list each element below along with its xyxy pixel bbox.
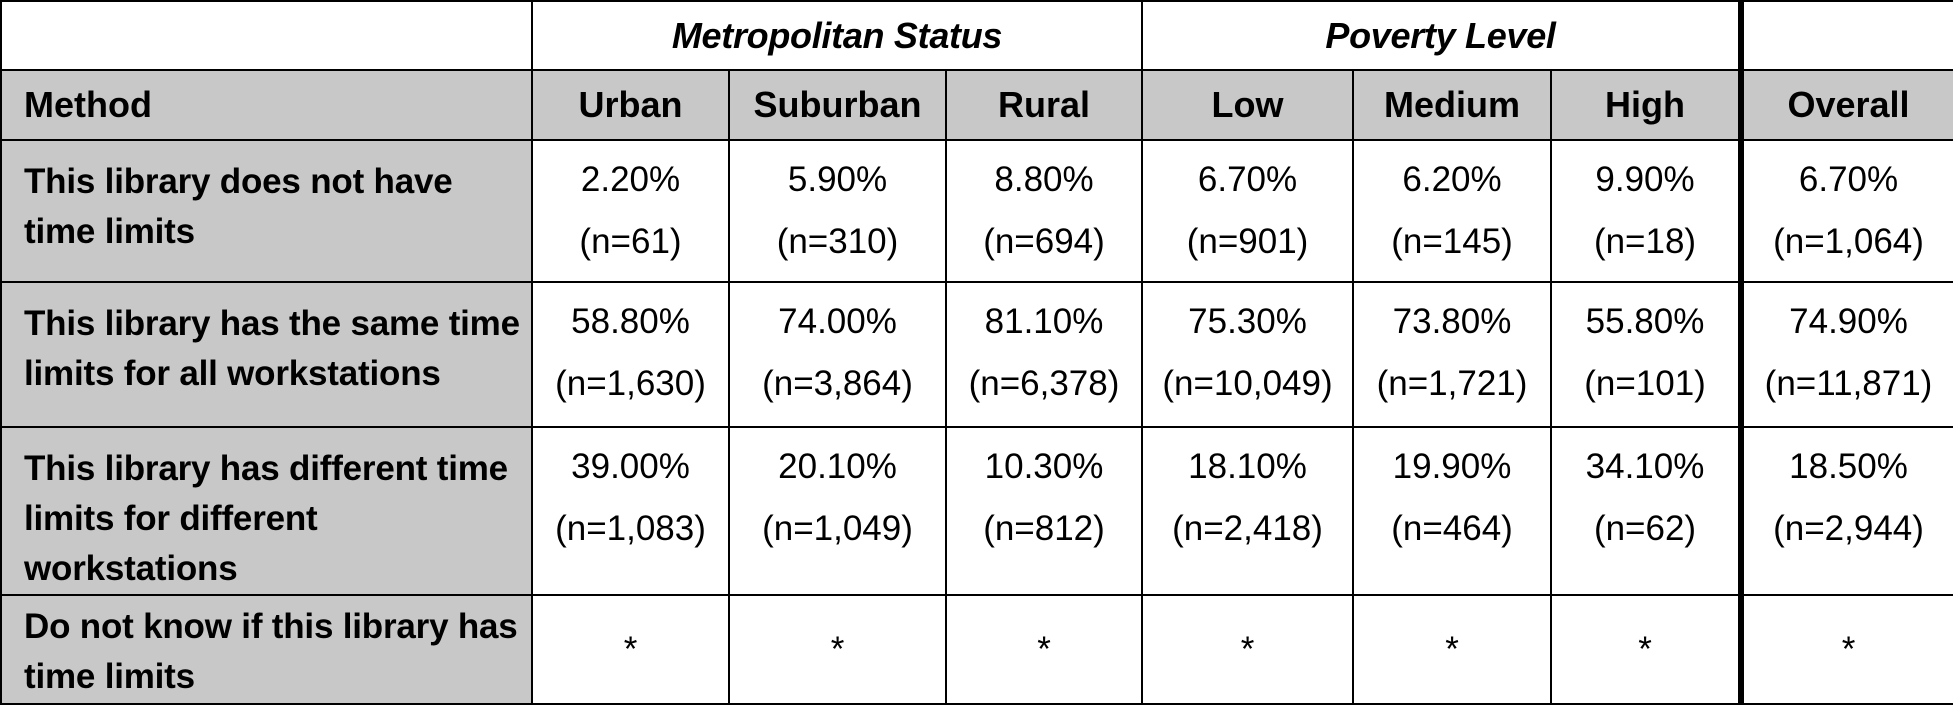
data-cell-overall: 18.50% (n=2,944) xyxy=(1738,426,1953,596)
percent-value: 34.10% xyxy=(1585,447,1705,486)
data-cell: * xyxy=(728,594,947,705)
percent-value: 74.00% xyxy=(778,302,897,341)
column-header-high: High xyxy=(1550,69,1743,141)
data-cell: 19.90% (n=464) xyxy=(1352,426,1553,596)
data-cell: 2.20% (n=61) xyxy=(531,139,730,283)
empty-corner-cell xyxy=(0,0,533,71)
row-label: This library has the same time limits fo… xyxy=(0,281,533,428)
column-header-method: Method xyxy=(0,69,533,141)
data-cell: 58.80% (n=1,630) xyxy=(531,281,730,428)
percent-value: 9.90% xyxy=(1595,160,1695,199)
row-label: This library does not have time limits xyxy=(0,139,533,283)
percent-value: 6.70% xyxy=(1798,160,1899,199)
percent-value: 10.30% xyxy=(984,447,1104,486)
data-cell: 18.10% (n=2,418) xyxy=(1141,426,1355,596)
percent-value: 19.90% xyxy=(1392,447,1512,486)
data-cell: 81.10% (n=6,378) xyxy=(944,281,1144,428)
sample-size: (n=812) xyxy=(983,509,1105,548)
percent-value: 2.20% xyxy=(580,160,681,199)
empty-overall-group-cell xyxy=(1738,0,1953,71)
group-header-poverty-level: Poverty Level xyxy=(1141,0,1743,71)
percent-value: 81.10% xyxy=(984,302,1104,341)
data-cell: 5.90% (n=310) xyxy=(728,139,947,283)
percent-value: 18.10% xyxy=(1188,447,1307,486)
data-cell: 55.80% (n=101) xyxy=(1550,281,1743,428)
table-row: Do not know if this library has time lim… xyxy=(0,594,1953,705)
sample-size: (n=2,944) xyxy=(1773,509,1924,548)
data-cell: 73.80% (n=1,721) xyxy=(1352,281,1553,428)
column-header-rural: Rural xyxy=(944,69,1144,141)
sample-size: (n=1,721) xyxy=(1376,364,1528,403)
data-cell: * xyxy=(531,594,730,705)
column-header-urban: Urban xyxy=(531,69,730,141)
row-label: This library has different time limits f… xyxy=(0,426,533,596)
data-cell: 39.00% (n=1,083) xyxy=(531,426,730,596)
percent-value: 6.70% xyxy=(1197,160,1298,199)
sample-size: (n=1,083) xyxy=(555,509,706,548)
data-cell: 74.00% (n=3,864) xyxy=(728,281,947,428)
data-cell-overall: 6.70% (n=1,064) xyxy=(1738,139,1953,283)
data-cell: 6.20% (n=145) xyxy=(1352,139,1553,283)
sample-size: (n=3,864) xyxy=(762,364,913,403)
percent-value: 73.80% xyxy=(1392,302,1512,341)
data-cell: 8.80% (n=694) xyxy=(944,139,1144,283)
data-cell: * xyxy=(944,594,1144,705)
sample-size: (n=901) xyxy=(1186,222,1309,261)
sample-size: (n=10,049) xyxy=(1162,364,1333,403)
table-row: This library does not have time limits 2… xyxy=(0,139,1953,283)
data-cell: * xyxy=(1352,594,1553,705)
data-cell-overall: 74.90% (n=11,871) xyxy=(1738,281,1953,428)
sample-size: (n=464) xyxy=(1391,509,1513,548)
data-cell: 75.30% (n=10,049) xyxy=(1141,281,1355,428)
sample-size: (n=694) xyxy=(983,222,1105,261)
column-header-overall: Overall xyxy=(1738,69,1953,141)
data-cell: 34.10% (n=62) xyxy=(1550,426,1743,596)
percent-value: 5.90% xyxy=(787,160,888,199)
percent-value: 58.80% xyxy=(571,302,690,341)
percent-value: 6.20% xyxy=(1402,160,1502,199)
data-cell: 6.70% (n=901) xyxy=(1141,139,1355,283)
column-header-row: Method Urban Suburban Rural Low Medium H… xyxy=(0,69,1953,141)
sample-size: (n=310) xyxy=(776,222,899,261)
percent-value: 74.90% xyxy=(1789,302,1908,341)
group-header-metropolitan-status: Metropolitan Status xyxy=(530,0,1144,71)
percent-value: 8.80% xyxy=(994,160,1094,199)
sample-size: (n=62) xyxy=(1593,509,1697,548)
sample-size: (n=1,630) xyxy=(555,364,706,403)
column-header-medium: Medium xyxy=(1352,69,1553,141)
data-cell: 20.10% (n=1,049) xyxy=(728,426,947,596)
percent-value: 75.30% xyxy=(1188,302,1307,341)
percent-value: 55.80% xyxy=(1585,302,1705,341)
sample-size: (n=145) xyxy=(1391,222,1513,261)
table-row: This library has the same time limits fo… xyxy=(0,281,1953,428)
column-header-suburban: Suburban xyxy=(728,69,947,141)
percent-value: 20.10% xyxy=(778,447,897,486)
sample-size: (n=1,064) xyxy=(1773,222,1924,261)
sample-size: (n=2,418) xyxy=(1172,509,1323,548)
data-cell-overall: * xyxy=(1738,594,1953,705)
data-cell: * xyxy=(1550,594,1743,705)
percent-value: 18.50% xyxy=(1789,447,1908,486)
percent-value: 39.00% xyxy=(571,447,690,486)
data-cell: * xyxy=(1141,594,1355,705)
sample-size: (n=11,871) xyxy=(1764,364,1933,403)
sample-size: (n=61) xyxy=(579,222,682,261)
data-cell: 9.90% (n=18) xyxy=(1550,139,1743,283)
sample-size: (n=18) xyxy=(1593,222,1697,261)
sample-size: (n=6,378) xyxy=(968,364,1120,403)
sample-size: (n=101) xyxy=(1584,364,1706,403)
sample-size: (n=1,049) xyxy=(762,509,913,548)
data-cell: 10.30% (n=812) xyxy=(944,426,1144,596)
column-header-low: Low xyxy=(1141,69,1355,141)
group-header-row: Metropolitan Status Poverty Level xyxy=(0,0,1953,71)
row-label: Do not know if this library has time lim… xyxy=(0,594,533,705)
table-row: This library has different time limits f… xyxy=(0,426,1953,596)
